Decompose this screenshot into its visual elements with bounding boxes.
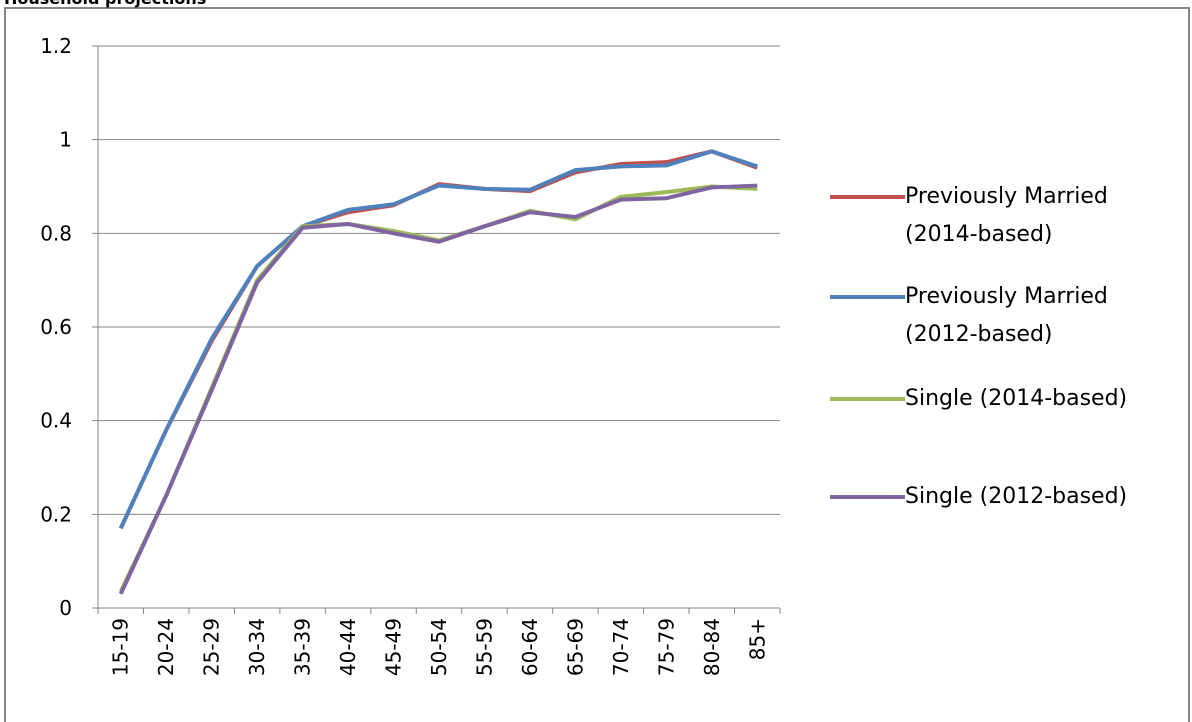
y-tick-label: 0 [59, 596, 72, 620]
x-tick-label: 30-34 [245, 618, 269, 676]
x-tick-label: 20-24 [154, 618, 178, 676]
x-tick-label: 50-54 [427, 618, 451, 676]
chart-title: Household projections [4, 0, 206, 8]
x-tick-label: 45-49 [382, 618, 406, 676]
chart-border [4, 7, 1190, 722]
x-tick-label: 80-84 [700, 618, 724, 676]
legend-label: Previously Married (2012-based) [905, 284, 1108, 347]
x-tick-label: 75-79 [654, 618, 678, 676]
x-tick-label: 60-64 [518, 618, 542, 676]
x-tick-label: 15-19 [109, 618, 133, 676]
legend-label: Single (2014-based) [905, 386, 1128, 411]
y-tick-label: 1 [59, 128, 72, 152]
legend-label: Single (2012-based) [905, 484, 1128, 509]
x-tick-label: 40-44 [336, 618, 360, 676]
series-line [118, 149, 758, 530]
x-tick-label: 55-59 [472, 618, 496, 676]
x-tick-label: 65-69 [563, 618, 587, 676]
x-tick-label: 25-29 [200, 618, 224, 676]
x-tick-label: 85+ [745, 618, 769, 660]
x-tick-label: 70-74 [609, 618, 633, 676]
y-tick-label: 1.2 [40, 34, 72, 58]
y-tick-label: 0.2 [40, 502, 72, 526]
y-tick-label: 0.6 [40, 315, 72, 339]
series-line [118, 183, 758, 595]
x-tick-label: 35-39 [291, 618, 315, 676]
y-tick-label: 0.4 [40, 409, 72, 433]
y-tick-label: 0.8 [40, 221, 72, 245]
legend-label: Previously Married (2014-based) [905, 184, 1108, 247]
